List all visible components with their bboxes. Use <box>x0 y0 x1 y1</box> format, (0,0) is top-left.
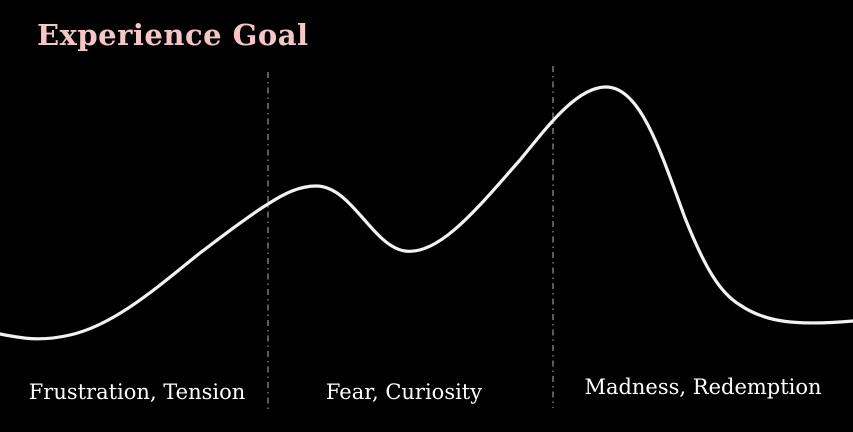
section-label-fear-curiosity: Fear, Curiosity <box>325 380 483 404</box>
experience-curve <box>0 85 853 341</box>
slide-title: Experience Goal <box>37 18 309 52</box>
section-label-frustration-tension: Frustration, Tension <box>28 380 246 404</box>
section-label-madness-redemption: Madness, Redemption <box>584 375 822 399</box>
